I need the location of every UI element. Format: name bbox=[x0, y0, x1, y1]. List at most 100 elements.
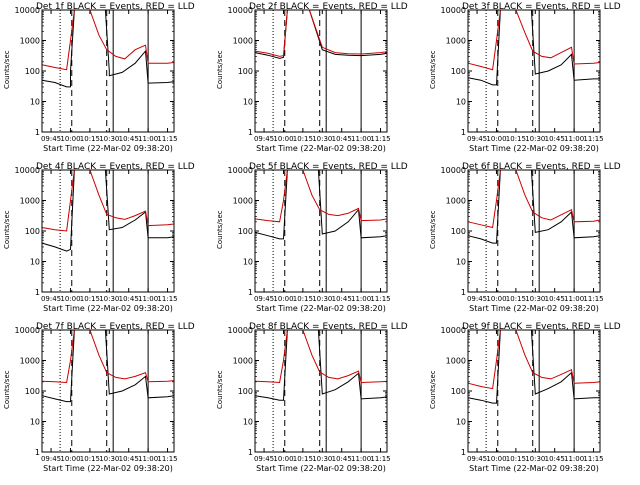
y-tick-label: 10000 bbox=[15, 6, 40, 15]
x-tick-label: 10:15 bbox=[80, 455, 100, 463]
x-tick-label: 11:00 bbox=[351, 455, 371, 463]
x-tick-label: 10:45 bbox=[332, 295, 352, 303]
chart-title: Det 3f BLACK = Events, RED = LLD bbox=[462, 2, 621, 12]
x-tick-label: 10:45 bbox=[545, 295, 565, 303]
series-line bbox=[467, 169, 601, 244]
plot-frame bbox=[41, 329, 175, 453]
x-tick-label: 10:30 bbox=[99, 295, 119, 303]
x-axis-label: Start Time (22-Mar-02 09:38:20) bbox=[256, 304, 386, 313]
y-tick-label: 10000 bbox=[15, 326, 40, 335]
x-tick-label: 11:00 bbox=[564, 295, 584, 303]
y-tick-label: 10 bbox=[30, 418, 40, 427]
x-tick-label: 10:45 bbox=[119, 455, 139, 463]
chart-title: Det 2f BLACK = Events, RED = LLD bbox=[249, 2, 408, 12]
y-tick-label: 10000 bbox=[441, 166, 466, 175]
x-tick-label: 10:00 bbox=[60, 135, 80, 143]
x-tick-label: 11:15 bbox=[157, 455, 177, 463]
x-axis-label: Start Time (22-Mar-02 09:38:20) bbox=[469, 144, 599, 153]
y-tick-label: 1000 bbox=[446, 197, 466, 206]
x-tick-label: 10:30 bbox=[312, 455, 332, 463]
x-tick-label: 10:45 bbox=[119, 295, 139, 303]
x-tick-label: 10:15 bbox=[293, 295, 313, 303]
x-tick-label: 10:45 bbox=[332, 135, 352, 143]
y-tick-label: 10 bbox=[243, 258, 253, 267]
x-tick-label: 09:45 bbox=[41, 455, 61, 463]
x-axis-label: Start Time (22-Mar-02 09:38:20) bbox=[469, 304, 599, 313]
x-tick-label: 10:00 bbox=[486, 135, 506, 143]
x-tick-label: 11:00 bbox=[564, 135, 584, 143]
x-tick-label: 10:45 bbox=[545, 135, 565, 143]
y-tick-label: 1000 bbox=[233, 197, 253, 206]
series-line bbox=[467, 9, 601, 71]
y-axis-label: Counts/sec bbox=[216, 210, 224, 249]
y-tick-label: 1 bbox=[248, 288, 253, 297]
x-tick-label: 11:15 bbox=[370, 295, 390, 303]
series-line bbox=[41, 9, 175, 88]
x-tick-label: 09:45 bbox=[254, 455, 274, 463]
y-tick-label: 1 bbox=[35, 288, 40, 297]
chart-panel: Det 6f BLACK = Events, RED = LLD Counts/s… bbox=[429, 162, 621, 313]
y-tick-label: 10 bbox=[456, 98, 466, 107]
x-tick-label: 10:00 bbox=[273, 455, 293, 463]
x-tick-label: 10:15 bbox=[506, 295, 526, 303]
chart-title: Det 1f BLACK = Events, RED = LLD bbox=[36, 2, 195, 12]
y-tick-label: 1 bbox=[461, 128, 466, 137]
x-axis-label: Start Time (22-Mar-02 09:38:20) bbox=[256, 464, 386, 473]
x-tick-label: 10:15 bbox=[80, 295, 100, 303]
x-tick-label: 10:00 bbox=[60, 455, 80, 463]
x-tick-label: 09:45 bbox=[254, 295, 274, 303]
plot-frame bbox=[467, 329, 601, 453]
x-tick-label: 10:30 bbox=[525, 295, 545, 303]
x-tick-label: 11:00 bbox=[351, 295, 371, 303]
series-line bbox=[467, 9, 600, 86]
x-tick-label: 11:15 bbox=[157, 135, 177, 143]
x-tick-label: 10:00 bbox=[273, 135, 293, 143]
chart-title: Det 7f BLACK = Events, RED = LLD bbox=[36, 322, 195, 332]
y-tick-label: 10 bbox=[243, 418, 253, 427]
y-axis-label: Counts/sec bbox=[3, 50, 11, 89]
x-tick-label: 09:45 bbox=[41, 295, 61, 303]
y-tick-label: 1 bbox=[248, 448, 253, 457]
y-tick-label: 1000 bbox=[446, 357, 466, 366]
y-tick-label: 100 bbox=[25, 387, 40, 396]
y-tick-label: 100 bbox=[238, 387, 253, 396]
series-line bbox=[254, 169, 388, 240]
x-axis-label: Start Time (22-Mar-02 09:38:20) bbox=[256, 144, 386, 153]
y-tick-label: 1000 bbox=[20, 37, 40, 46]
x-tick-label: 10:15 bbox=[80, 135, 100, 143]
y-tick-label: 10000 bbox=[228, 6, 253, 15]
y-tick-label: 1 bbox=[35, 128, 40, 137]
y-tick-label: 10 bbox=[30, 258, 40, 267]
plot-frame bbox=[467, 9, 601, 133]
chart-title: Det 9f BLACK = Events, RED = LLD bbox=[462, 322, 621, 332]
x-tick-label: 11:00 bbox=[564, 455, 584, 463]
chart-panel: Det 7f BLACK = Events, RED = LLD Counts/s… bbox=[3, 322, 195, 473]
x-axis-label: Start Time (22-Mar-02 09:38:20) bbox=[469, 464, 599, 473]
series-line bbox=[467, 169, 601, 229]
y-tick-label: 1000 bbox=[446, 37, 466, 46]
y-axis-label: Counts/sec bbox=[216, 50, 224, 89]
y-tick-label: 10 bbox=[30, 98, 40, 107]
series-line bbox=[254, 9, 388, 57]
y-tick-label: 10000 bbox=[441, 6, 466, 15]
series-line bbox=[41, 329, 175, 403]
y-tick-label: 1 bbox=[461, 288, 466, 297]
chart-panel: Det 5f BLACK = Events, RED = LLD Counts/s… bbox=[216, 162, 408, 313]
x-tick-label: 10:30 bbox=[99, 135, 119, 143]
y-tick-label: 10000 bbox=[15, 166, 40, 175]
chart-title: Det 5f BLACK = Events, RED = LLD bbox=[249, 162, 408, 172]
x-tick-label: 10:30 bbox=[312, 135, 332, 143]
x-tick-label: 10:00 bbox=[60, 295, 80, 303]
series-line bbox=[41, 329, 175, 384]
y-tick-label: 1000 bbox=[20, 357, 40, 366]
x-tick-label: 11:00 bbox=[138, 295, 158, 303]
y-tick-label: 1000 bbox=[233, 357, 253, 366]
y-axis-label: Counts/sec bbox=[216, 370, 224, 409]
chart-title: Det 4f BLACK = Events, RED = LLD bbox=[36, 162, 195, 172]
x-tick-label: 11:15 bbox=[583, 135, 603, 143]
x-tick-label: 10:45 bbox=[119, 135, 139, 143]
series-line bbox=[254, 329, 388, 384]
x-tick-label: 10:45 bbox=[545, 455, 565, 463]
series-line bbox=[467, 329, 601, 390]
y-tick-label: 1 bbox=[35, 448, 40, 457]
